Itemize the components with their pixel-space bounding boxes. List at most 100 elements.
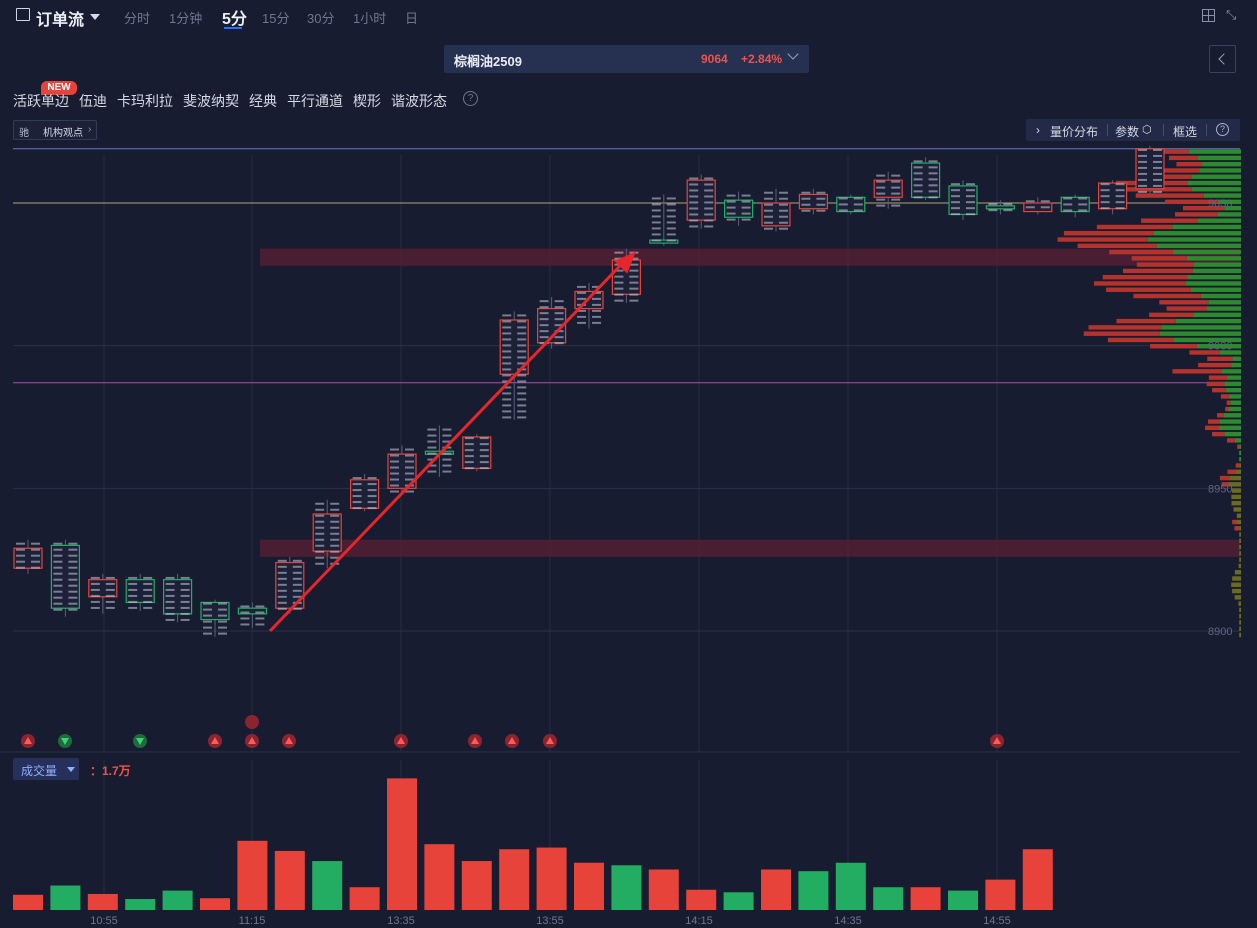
profile-bar [1156, 243, 1241, 248]
profile-bar [1225, 406, 1229, 412]
candle[interactable] [88, 573, 118, 614]
cell-bid [427, 428, 437, 431]
pattern-harmonic[interactable]: 谐波形态 [391, 93, 447, 109]
cell-ask [704, 177, 714, 180]
cell-ask [517, 350, 527, 353]
cell-ask [1153, 190, 1162, 193]
candle[interactable] [910, 157, 941, 201]
collapse-window-icon[interactable]: ⤡ [1226, 7, 1237, 22]
chevron-down-icon[interactable] [90, 14, 100, 20]
tab-timeframe-15min[interactable]: 15分 [262, 11, 290, 26]
params-button[interactable]: 参数 [1115, 125, 1140, 139]
cell-ask [554, 324, 564, 327]
candle[interactable] [536, 297, 567, 349]
orderflow-chart[interactable]: 9050 9000 8950 8900 10:55 11:15 13:35 13:55 14:… [0, 145, 1257, 928]
pattern-parallel-channel[interactable]: 平行通道 [287, 93, 343, 109]
signal-markers[interactable] [21, 715, 1004, 748]
candle[interactable] [237, 602, 267, 629]
candle[interactable] [200, 599, 230, 637]
pattern-active-oneside[interactable]: 活跃单边 [13, 93, 69, 109]
signal-arrow [546, 737, 554, 744]
tab-timeframe-5min[interactable]: 5分 [222, 11, 247, 28]
candle[interactable] [1060, 194, 1090, 218]
collapse-panel-button[interactable] [1209, 45, 1236, 73]
cell-bid [203, 602, 212, 605]
volume-bar [200, 898, 230, 910]
candle[interactable] [163, 573, 193, 623]
cell-ask [330, 508, 340, 511]
pattern-camarilla[interactable]: 卡玛利拉 [117, 93, 173, 109]
divider [1206, 124, 1207, 136]
pattern-woodie[interactable]: 伍迪 [79, 93, 107, 109]
candle-body [873, 179, 903, 198]
cell-ask [330, 514, 340, 517]
cell-ask [966, 195, 975, 198]
candles[interactable] [13, 145, 1165, 637]
pattern-fibonacci[interactable]: 斐波纳契 [183, 93, 239, 109]
candle[interactable] [350, 474, 380, 512]
contract-selector[interactable]: 棕榈油2509 9064 +2.84% [444, 45, 809, 73]
cell-ask [1078, 209, 1088, 212]
chevron-right-icon: › [88, 124, 92, 135]
time-tick: 14:15 [685, 915, 713, 927]
cell-bid [128, 576, 138, 579]
profile-bar [1231, 362, 1241, 368]
cell-ask [180, 612, 190, 615]
candle[interactable] [312, 499, 342, 569]
pattern-classic[interactable]: 经典 [249, 93, 277, 109]
cell-bid [203, 632, 212, 635]
signal-marker[interactable] [245, 715, 259, 729]
candle[interactable] [1097, 180, 1128, 215]
chart-type-icon[interactable] [16, 8, 30, 21]
pattern-wedge[interactable]: 楔形 [353, 93, 381, 109]
candle[interactable] [1023, 197, 1053, 215]
candle[interactable] [761, 188, 791, 232]
candle[interactable] [275, 556, 305, 614]
candle[interactable] [424, 425, 454, 477]
tab-timeframe-1hour[interactable]: 1小时 [353, 11, 387, 26]
candle[interactable] [387, 445, 417, 495]
candle[interactable] [723, 191, 754, 226]
price-distribution-button[interactable]: 量价分布 [1050, 125, 1099, 139]
settings-hex-icon[interactable]: ⬡ [1142, 124, 1152, 136]
candle[interactable] [985, 200, 1016, 215]
institution-view-button[interactable]: 驰 机构观点 › [13, 120, 97, 140]
tab-timeframe-30min[interactable]: 30分 [307, 11, 335, 26]
candle[interactable] [948, 180, 978, 221]
tab-timeframe-1min[interactable]: 1分钟 [169, 11, 203, 26]
candle[interactable] [1135, 145, 1165, 195]
tab-timeframe-day[interactable]: 日 [405, 11, 419, 26]
candle[interactable] [798, 188, 829, 215]
cell-ask [966, 201, 975, 204]
candle[interactable] [686, 174, 716, 229]
profile-bar [1147, 237, 1241, 242]
candle[interactable] [836, 194, 866, 215]
chart-mode-title[interactable]: 订单流 [36, 12, 85, 29]
price-tick: 9000 [1208, 341, 1232, 353]
tab-timeframe-timeshare[interactable]: 分时 [124, 11, 151, 26]
layout-grid-icon[interactable] [1202, 9, 1215, 22]
help-icon[interactable]: ? [463, 91, 478, 106]
profile-bar [1094, 281, 1186, 286]
candle[interactable] [649, 194, 679, 246]
candle[interactable] [50, 539, 81, 617]
cell-bid [539, 300, 549, 303]
cell-bid [53, 590, 63, 593]
candle[interactable] [873, 171, 903, 209]
help-icon[interactable]: ? [1216, 123, 1229, 136]
candle[interactable] [462, 434, 492, 472]
cell-bid [352, 489, 362, 492]
profile-bar [1227, 469, 1236, 474]
chevron-right-icon[interactable]: › [1036, 123, 1040, 137]
cell-ask [629, 293, 639, 296]
volume-indicator-selector[interactable]: 成交量 [13, 758, 79, 780]
cell-bid [913, 196, 923, 199]
profile-bar [1174, 212, 1218, 217]
cell-ask [779, 227, 788, 230]
candle[interactable] [125, 573, 155, 612]
box-select-button[interactable]: 框选 [1173, 125, 1198, 139]
cell-ask [592, 297, 601, 300]
profile-bar [1146, 149, 1189, 154]
cell-bid [764, 197, 773, 200]
candle[interactable] [13, 539, 43, 574]
